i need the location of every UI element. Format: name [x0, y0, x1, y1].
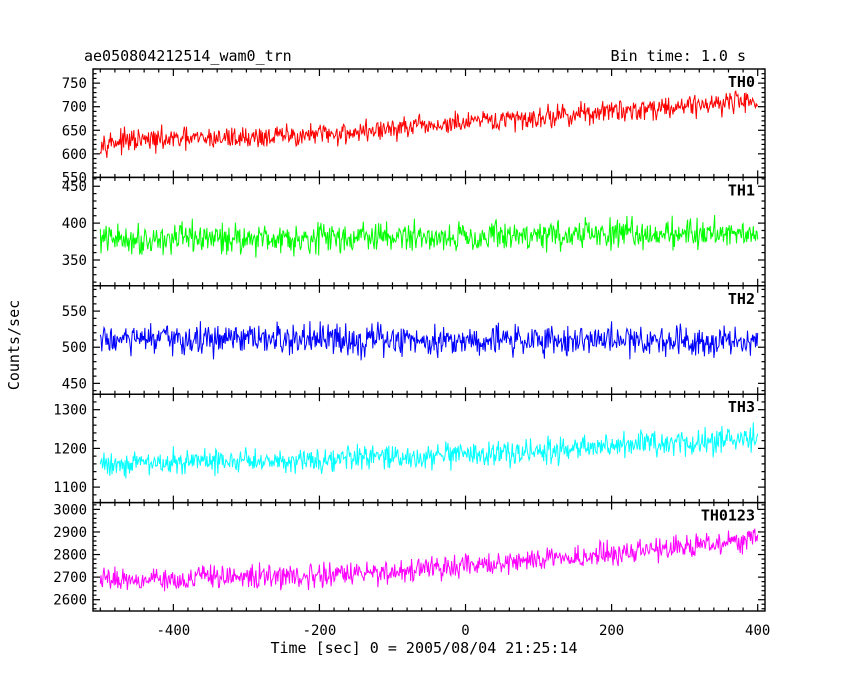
panel-label-th3: TH3	[728, 398, 755, 416]
y-tick-label: 500	[62, 340, 87, 356]
panel-th0: 550 600 650 700 750 TH0	[62, 68, 766, 186]
y-tick-label: 1300	[53, 403, 87, 419]
y-tick-label: 550	[62, 170, 87, 186]
y-tick-label: 450	[62, 376, 87, 392]
x-tick-label: -400	[156, 623, 190, 639]
panel-label-th2: TH2	[728, 290, 755, 308]
y-axis-label: Counts/sec	[5, 300, 23, 390]
y-tick-label: 600	[62, 147, 87, 163]
bin-time-label: Bin time: 1.0 s	[611, 47, 746, 65]
y-tick-label: 700	[62, 100, 87, 116]
panel-label-th0123: TH0123	[701, 507, 755, 525]
y-tick-label: 350	[62, 253, 87, 269]
series-line-th3	[99, 422, 759, 479]
series-line-th1	[99, 214, 759, 258]
panel-label-th0: TH0	[728, 73, 755, 91]
panel-th0123: 2600 2700 2800 2900 3000 TH0123	[53, 501, 766, 612]
y-tick-label: 3000	[53, 502, 87, 518]
chart-title: ae050804212514_wam0_trn	[84, 47, 292, 65]
y-tick-label: 2600	[53, 593, 87, 609]
panel-th1: 350 400 450 TH1	[62, 176, 766, 287]
x-tick-label: 200	[599, 623, 624, 639]
series-line-th0123	[99, 528, 759, 592]
panel-th2: 450 500 550 TH2	[62, 285, 766, 395]
panel-label-th1: TH1	[728, 181, 755, 199]
series-line-th2	[99, 321, 759, 361]
panel-frame	[92, 501, 766, 612]
y-tick-label: 2800	[53, 548, 87, 564]
y-tick-label: 650	[62, 123, 87, 139]
panel-th3: 1100 1200 1300 TH3	[53, 393, 766, 504]
y-tick-label: 2700	[53, 570, 87, 586]
y-tick-label: 1200	[53, 441, 87, 457]
y-tick-label: 550	[62, 304, 87, 320]
y-tick-label: 400	[62, 216, 87, 232]
y-tick-label: 2900	[53, 525, 87, 541]
y-tick-label: 750	[62, 76, 87, 92]
panel-stack: 550 600 650 700 750 TH0 350 400 450 TH1 450 500 550 T…	[53, 68, 766, 612]
x-tick-label: -200	[303, 623, 337, 639]
x-axis-label: Time [sec] 0 = 2005/08/04 21:25:14	[270, 639, 577, 657]
x-tick-label: 400	[745, 623, 770, 639]
series-line-th0	[99, 89, 759, 158]
x-tick-label: 0	[461, 623, 469, 639]
x-axis: -400 -200 0 200 400	[156, 623, 770, 639]
y-tick-label: 450	[62, 179, 87, 195]
y-tick-label: 1100	[53, 480, 87, 496]
